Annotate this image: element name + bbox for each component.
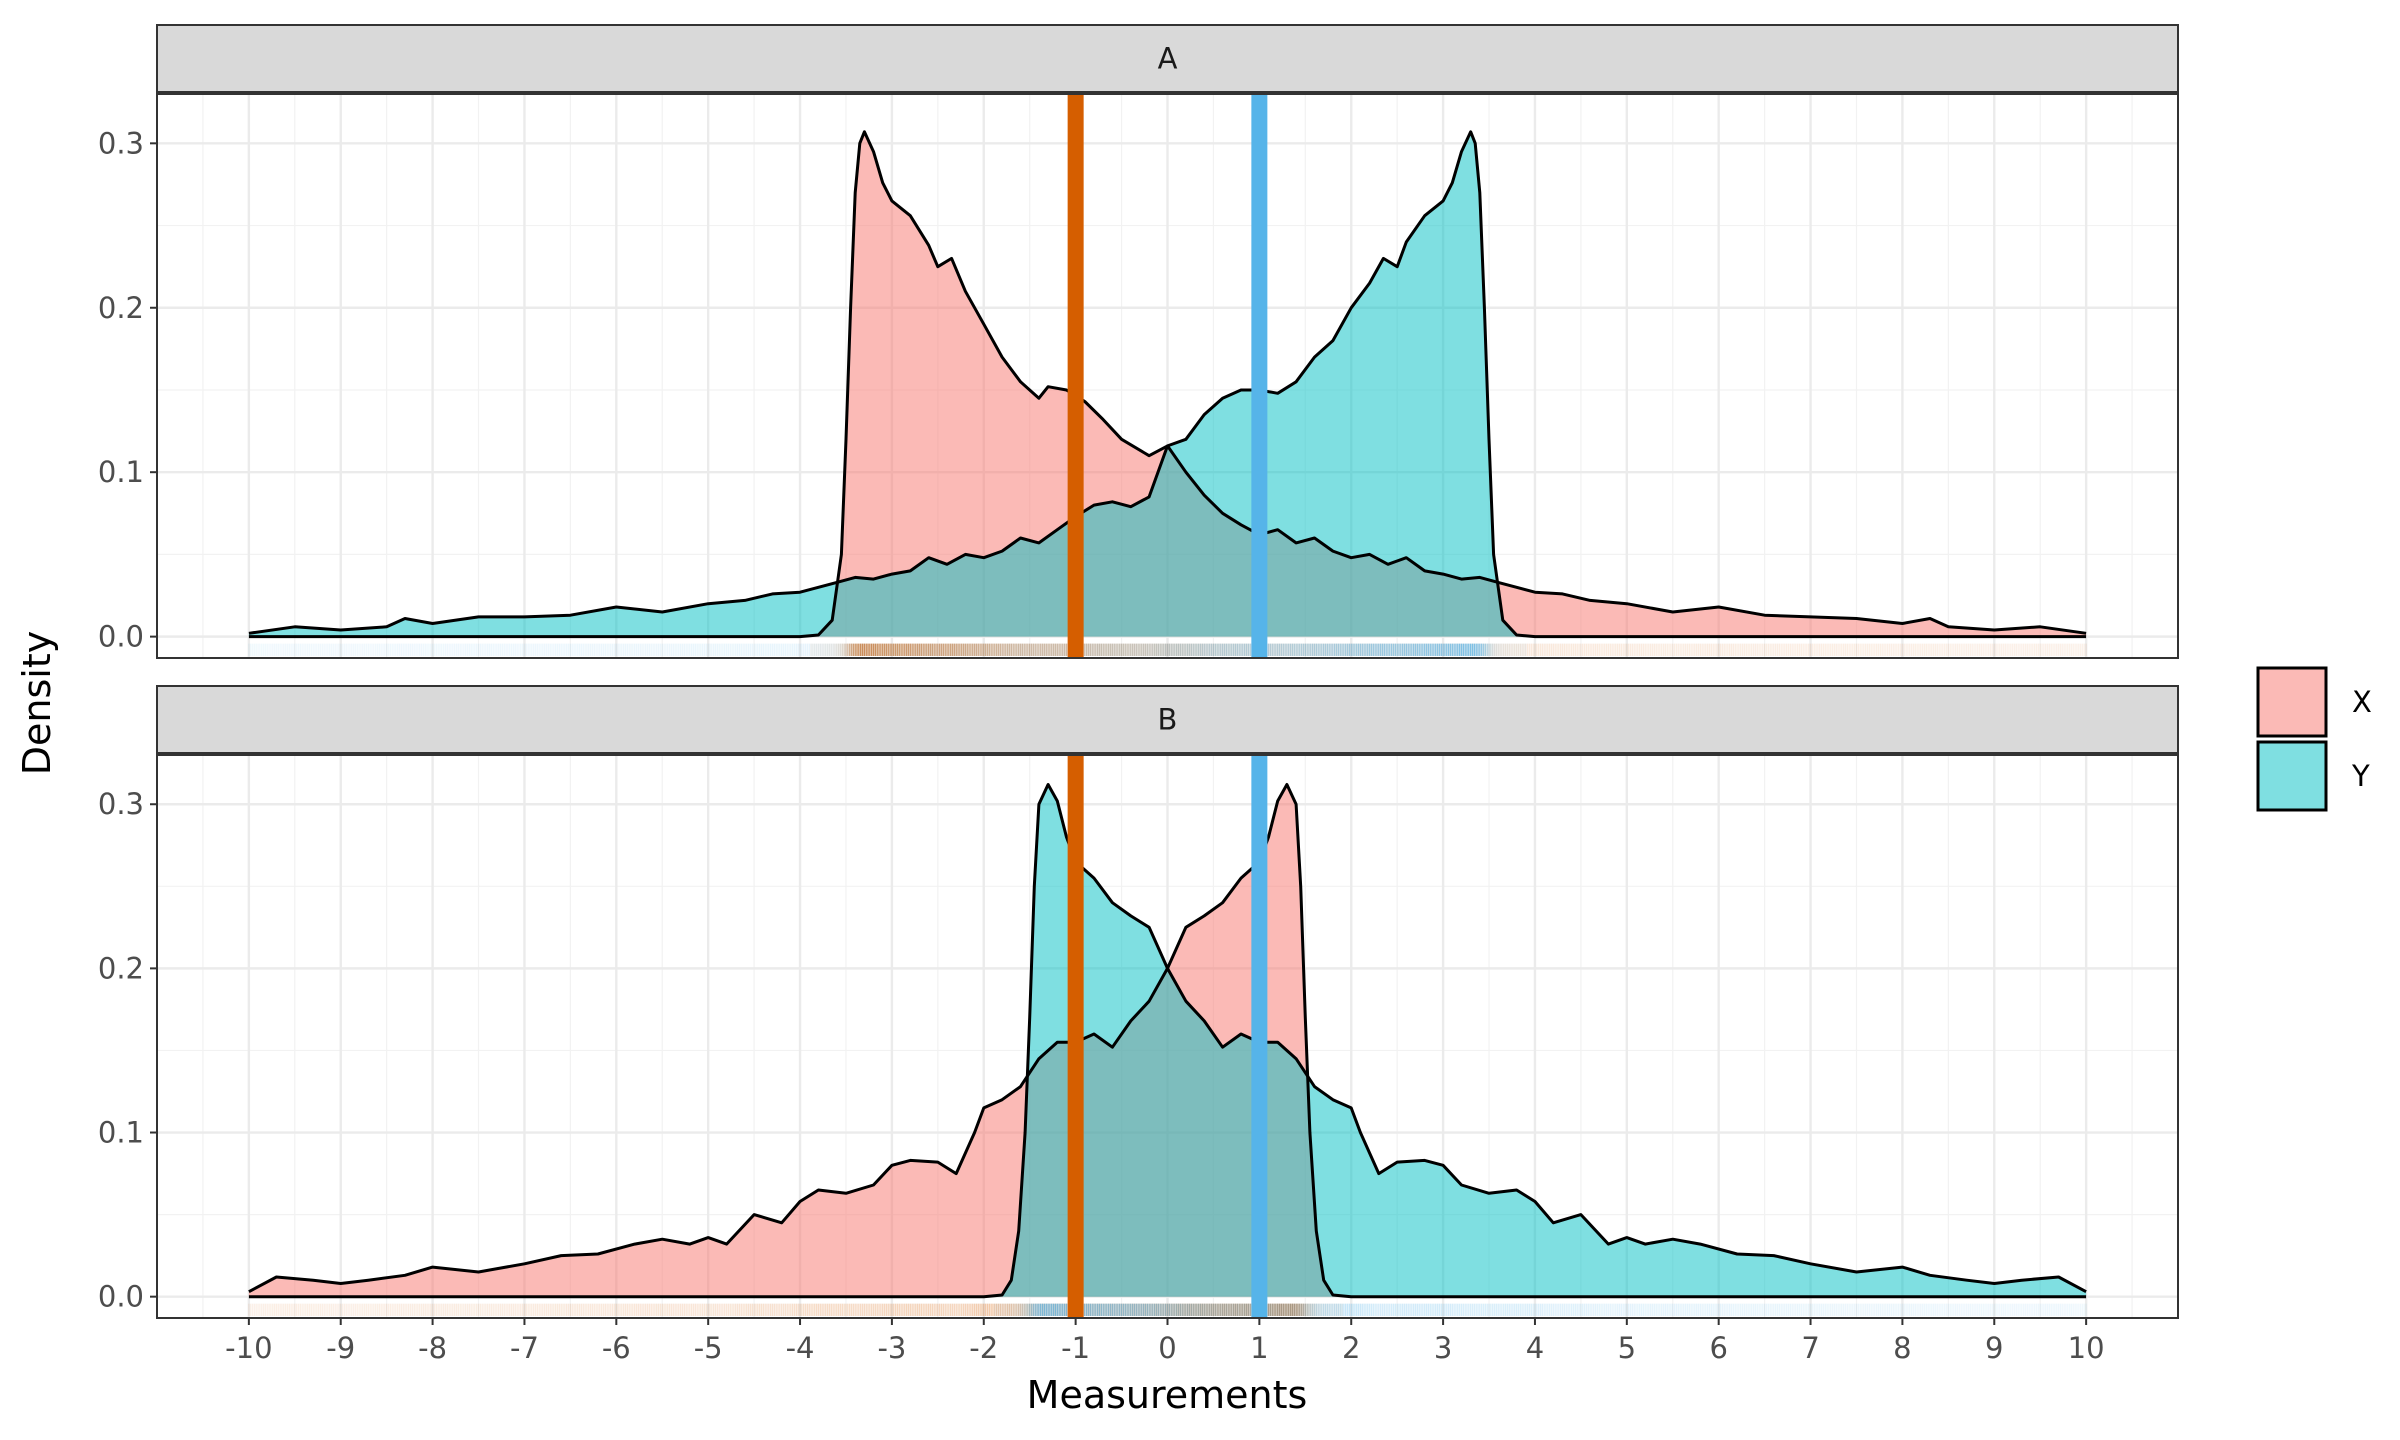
y-tick-label: 0.2 xyxy=(98,291,144,325)
density-area-Y xyxy=(248,131,2087,637)
x-tick-label: 1 xyxy=(1250,1331,1268,1365)
x-tick-label: 3 xyxy=(1434,1331,1452,1365)
x-tick-label: -10 xyxy=(225,1331,272,1365)
density-line-Y xyxy=(248,783,2087,1299)
x-tick-label: -3 xyxy=(877,1331,906,1365)
vline-at-1 xyxy=(1251,755,1268,1318)
y-tick-label: 0.1 xyxy=(98,455,144,489)
vline-at--1 xyxy=(1067,755,1084,1318)
legend-key-X xyxy=(2256,666,2328,738)
legend-key-Y xyxy=(2256,740,2328,812)
x-tick-label: 4 xyxy=(1526,1331,1544,1365)
x-tick-label: 6 xyxy=(1709,1331,1727,1365)
y-tick-label: 0.3 xyxy=(98,126,144,160)
density-line-X xyxy=(248,783,2087,1299)
x-axis-title: Measurements xyxy=(1027,1373,1308,1417)
rug-marks xyxy=(248,643,2087,656)
y-tick-label: 0.3 xyxy=(98,787,144,821)
facet-strip xyxy=(156,24,2179,93)
density-areas xyxy=(248,130,2087,639)
y-tick-label: 0.1 xyxy=(98,1116,144,1150)
vline-at--1 xyxy=(1067,94,1084,658)
density-areas xyxy=(248,783,2087,1299)
x-tick-label: 10 xyxy=(2068,1331,2105,1365)
x-tick-label: -8 xyxy=(418,1331,447,1365)
x-tick-label: 5 xyxy=(1618,1331,1636,1365)
x-tick-label: -2 xyxy=(969,1331,998,1365)
legend-label-X: X xyxy=(2352,685,2372,719)
legend-item-Y: Y xyxy=(2256,740,2370,812)
facet-strip-label: A xyxy=(1158,42,1178,76)
x-tick-label: -1 xyxy=(1061,1331,1090,1365)
legend-label-Y: Y xyxy=(2351,759,2370,793)
facet-strip xyxy=(156,685,2179,754)
y-tick-label: 0.2 xyxy=(98,951,144,985)
x-tick-label: 2 xyxy=(1342,1331,1360,1365)
facet-panels: A 0.0 0.1 0.2 0.3 B 0.0 0.1 0.2 0.3 xyxy=(98,24,2179,1319)
x-tick-label: -6 xyxy=(602,1331,631,1365)
panel-border xyxy=(156,93,2179,659)
x-tick-label: 8 xyxy=(1893,1331,1911,1365)
y-tick-label: 0.0 xyxy=(98,620,144,654)
y-tick-label: 0.0 xyxy=(98,1280,144,1314)
x-tick-label: 9 xyxy=(1985,1331,2003,1365)
rug-marks xyxy=(248,1303,2087,1316)
density-area-Y xyxy=(248,784,2087,1297)
x-tick-label: -5 xyxy=(694,1331,723,1365)
x-axis: -10 -9 -8 -7 -6 -5 -4 -3 -2 -1 0 1 2 3 4 5 6 7 8 9 10 xyxy=(225,1318,2105,1365)
legend-item-X: X xyxy=(2256,666,2372,738)
x-tick-label: -7 xyxy=(510,1331,539,1365)
facet-panel-A: A 0.0 0.1 0.2 0.3 xyxy=(98,24,2179,659)
density-line-Y xyxy=(248,130,2087,639)
x-tick-label: -4 xyxy=(786,1331,815,1365)
legend: XY xyxy=(2256,666,2372,812)
vline-at-1 xyxy=(1251,94,1268,658)
x-tick-label: 0 xyxy=(1158,1331,1176,1365)
facet-panel-B: B 0.0 0.1 0.2 0.3 xyxy=(98,685,2179,1319)
facet-strip-label: B xyxy=(1158,703,1178,737)
x-tick-label: 7 xyxy=(1801,1331,1819,1365)
x-tick-label: -9 xyxy=(326,1331,355,1365)
y-axis-title: Density xyxy=(15,631,59,775)
